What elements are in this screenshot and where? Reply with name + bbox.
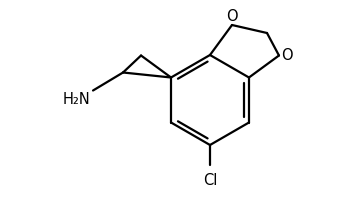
Text: O: O: [281, 48, 293, 63]
Text: Cl: Cl: [203, 173, 217, 188]
Text: H₂N: H₂N: [62, 92, 90, 108]
Text: O: O: [226, 9, 238, 24]
